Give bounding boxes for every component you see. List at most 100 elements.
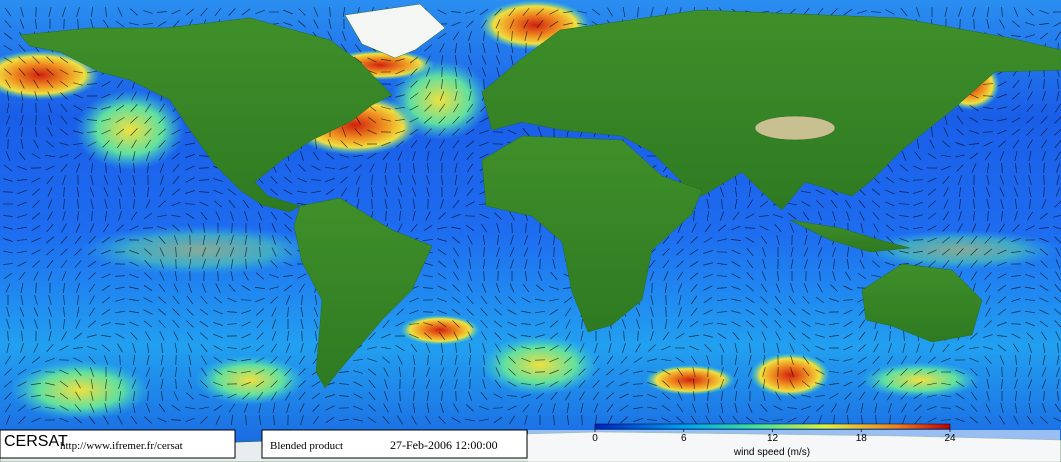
wind-arrow bbox=[927, 188, 937, 196]
wind-arrow bbox=[133, 162, 135, 174]
wind-arrow bbox=[17, 190, 27, 194]
wind-arrow bbox=[243, 403, 249, 413]
wind-arrow bbox=[453, 403, 459, 413]
wind-arrow bbox=[494, 8, 502, 16]
wind-arrow bbox=[664, 283, 668, 293]
wind-arrow bbox=[692, 367, 696, 377]
wind-arrow bbox=[256, 391, 264, 401]
wind-arrow bbox=[159, 331, 165, 341]
wind-arrow bbox=[356, 199, 360, 209]
wind-arrow bbox=[340, 187, 348, 197]
wind-arrow bbox=[913, 190, 923, 194]
wind-arrow bbox=[958, 7, 962, 17]
wind-arrow bbox=[91, 162, 93, 174]
wind-arrow bbox=[637, 6, 639, 18]
wind-arrow bbox=[145, 379, 151, 389]
wind-arrow bbox=[283, 176, 293, 184]
wind-arrow bbox=[426, 403, 430, 413]
wind-arrow bbox=[272, 403, 276, 413]
wind-arrow bbox=[270, 176, 278, 184]
wind-arrow bbox=[452, 31, 460, 41]
wind-arrow bbox=[846, 246, 850, 258]
wind-arrow bbox=[426, 175, 430, 185]
wind-arrow bbox=[31, 382, 41, 386]
wind-arrow bbox=[772, 419, 784, 421]
wind-arrow bbox=[1025, 22, 1035, 26]
wind-arrow bbox=[912, 227, 924, 229]
wind-arrow bbox=[745, 284, 755, 292]
wind-arrow bbox=[1041, 367, 1047, 377]
wind-arrow bbox=[941, 394, 951, 398]
wind-arrow bbox=[900, 7, 908, 17]
wind-arrow bbox=[228, 199, 236, 209]
wind-arrow bbox=[18, 416, 26, 424]
wind-arrow bbox=[427, 162, 429, 174]
wind-arrow bbox=[158, 200, 166, 208]
wind-arrow bbox=[283, 212, 293, 220]
wind-arrow bbox=[577, 22, 587, 26]
wind-arrow bbox=[32, 260, 40, 268]
wind-arrow bbox=[131, 91, 137, 101]
wind-arrow bbox=[650, 331, 654, 341]
wind-arrow bbox=[101, 118, 111, 122]
wind-arrow bbox=[637, 330, 639, 342]
wind-arrow bbox=[158, 116, 166, 124]
wind-arrow bbox=[1055, 103, 1061, 113]
wind-arrow bbox=[284, 235, 292, 245]
wind-arrow bbox=[1026, 332, 1034, 340]
wind-arrow bbox=[454, 355, 458, 365]
wind-arrow bbox=[129, 225, 139, 231]
wind-arrow bbox=[984, 283, 992, 293]
wind-arrow bbox=[467, 67, 473, 77]
wind-arrow bbox=[927, 212, 937, 220]
wind-arrow bbox=[759, 225, 769, 231]
wind-arrow bbox=[271, 307, 277, 317]
wind-arrow bbox=[4, 355, 12, 365]
wind-arrow bbox=[520, 335, 532, 337]
wind-arrow bbox=[88, 236, 96, 244]
wind-arrow bbox=[886, 380, 894, 388]
wind-arrow bbox=[522, 7, 530, 17]
wind-arrow bbox=[648, 259, 656, 269]
wind-arrow bbox=[116, 224, 124, 232]
wind-arrow bbox=[6, 90, 10, 102]
wind-arrow bbox=[677, 223, 683, 233]
wind-arrow bbox=[367, 358, 377, 362]
wind-arrow bbox=[48, 295, 52, 305]
wind-arrow bbox=[468, 55, 472, 65]
wind-arrow bbox=[747, 403, 753, 413]
wind-arrow bbox=[143, 309, 153, 315]
wind-arrow bbox=[143, 237, 153, 243]
wind-arrow bbox=[1055, 247, 1061, 257]
wind-arrow bbox=[454, 187, 458, 197]
wind-arrow bbox=[454, 91, 458, 101]
wind-arrow bbox=[60, 248, 68, 256]
wind-arrow bbox=[746, 271, 754, 281]
wind-arrow bbox=[132, 343, 136, 353]
wind-arrow bbox=[325, 178, 335, 182]
wind-arrow bbox=[31, 249, 41, 255]
wind-arrow bbox=[731, 321, 741, 327]
wind-arrow bbox=[395, 321, 405, 327]
wind-arrow bbox=[972, 187, 976, 197]
wind-arrow bbox=[986, 391, 990, 401]
wind-arrow bbox=[607, 415, 613, 425]
wind-arrow bbox=[886, 163, 894, 173]
wind-arrow bbox=[186, 331, 194, 341]
wind-arrow bbox=[885, 224, 895, 232]
wind-arrow bbox=[479, 141, 489, 147]
wind-arrow bbox=[60, 115, 68, 125]
wind-arrow bbox=[1039, 212, 1049, 220]
wind-arrow bbox=[1013, 343, 1019, 353]
wind-arrow bbox=[577, 10, 587, 14]
wind-arrow bbox=[1025, 250, 1035, 254]
south-america bbox=[293, 197, 433, 389]
wind-arrow bbox=[1012, 79, 1020, 89]
wind-arrow bbox=[1025, 261, 1035, 267]
wind-arrow bbox=[453, 151, 459, 161]
wind-arrow bbox=[425, 79, 431, 89]
wind-arrow bbox=[131, 379, 137, 389]
wind-arrow bbox=[535, 322, 545, 326]
wind-arrow bbox=[411, 175, 417, 185]
wind-arrow bbox=[550, 391, 558, 401]
